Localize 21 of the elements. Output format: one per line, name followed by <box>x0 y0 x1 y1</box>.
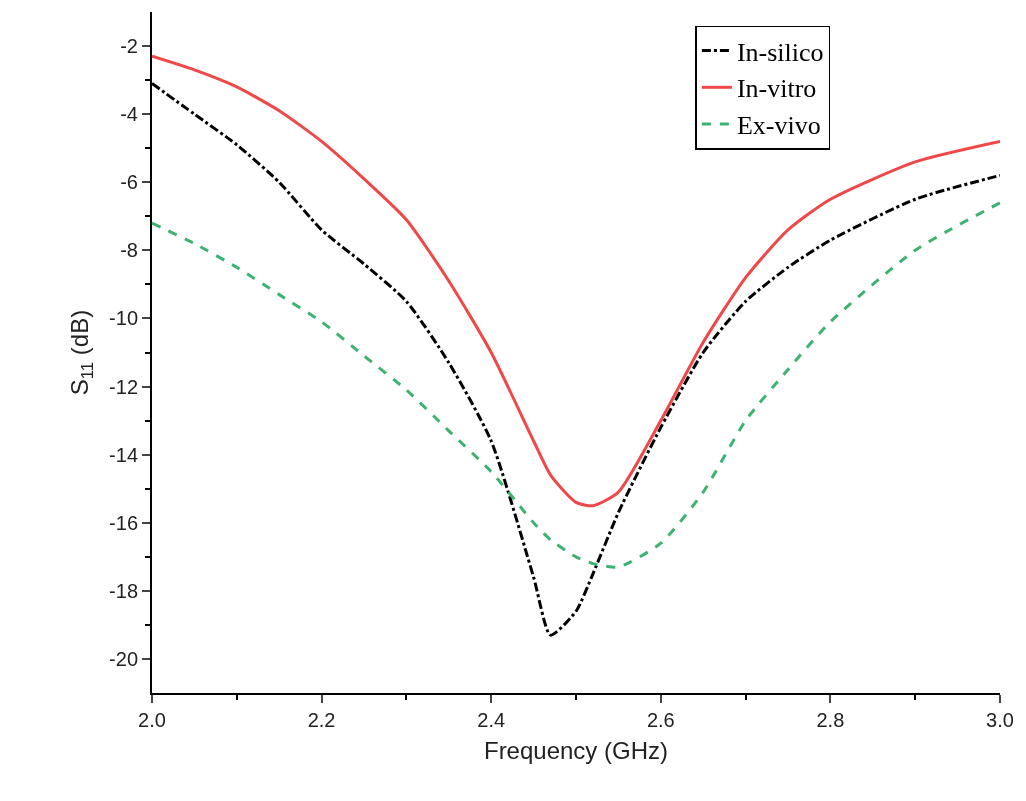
x-tick-label: 2.0 <box>138 709 166 731</box>
legend-label: Ex-vivo <box>736 111 821 141</box>
legend-label: In-silico <box>736 37 824 67</box>
y-tick-label: -2 <box>120 35 138 58</box>
x-axis-title: Frequency (GHz) <box>483 736 669 764</box>
x-tick-label: 3.0 <box>986 709 1014 731</box>
legend-label: In-vitro <box>736 74 817 104</box>
y-tick-label: -14 <box>109 443 138 466</box>
x-tick-label: 2.4 <box>477 709 506 731</box>
x-tick-label: 2.2 <box>307 709 336 731</box>
line-series <box>152 201 1000 569</box>
y-tick-label: -18 <box>109 579 138 602</box>
y-tick-label: -12 <box>109 375 138 398</box>
y-tick-label: -4 <box>120 103 138 126</box>
x-tick-label: 2.8 <box>816 709 845 731</box>
x-tick-label: 2.6 <box>646 709 675 731</box>
y-tick-label: -16 <box>109 511 138 534</box>
y-tick-label: -6 <box>120 171 138 194</box>
y-tick-label: -10 <box>109 307 138 330</box>
y-tick-label: -8 <box>120 239 138 262</box>
y-tick-label: -20 <box>109 647 138 670</box>
